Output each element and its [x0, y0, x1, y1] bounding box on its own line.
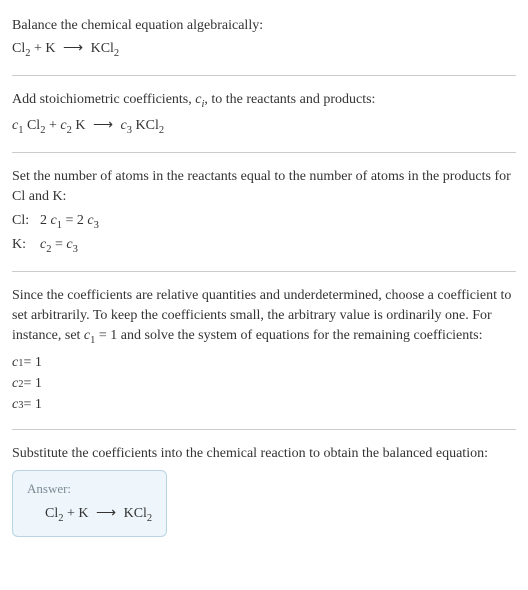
section-balance-intro: Balance the chemical equation algebraica… [12, 8, 516, 69]
cl2: Cl [12, 41, 25, 56]
cl-lcoef: 2 [40, 213, 47, 228]
r1-val: = 1 [23, 352, 41, 373]
coefficient-results: c1 = 1 c2 = 1 c3 = 1 [12, 352, 516, 415]
intro-text: Balance the chemical equation algebraica… [12, 16, 516, 36]
ans-cl2: Cl [45, 506, 58, 521]
stoich-intro-a: Add stoichiometric coefficients, [12, 92, 195, 107]
kcl: KCl [132, 118, 159, 133]
stoich-intro-b: , to the reactants and products: [204, 92, 375, 107]
result-c2: c2 = 1 [12, 373, 516, 394]
ans-arrow: ⟶ [96, 503, 116, 524]
divider [12, 429, 516, 430]
eq-row-cl: Cl: 2 c1 = 2 c3 [12, 210, 516, 234]
divider [12, 271, 516, 272]
ans-kcl2: KCl [120, 506, 147, 521]
cl-rcoef: 2 [77, 213, 84, 228]
ans-plus: + K [63, 506, 92, 521]
k: K [72, 118, 89, 133]
plus: + [45, 118, 60, 133]
k-label: K: [12, 234, 40, 255]
section-atom-balance: Set the number of atoms in the reactants… [12, 159, 516, 265]
solve-intro: Since the coefficients are relative quan… [12, 286, 516, 348]
kcl-sub: 2 [159, 124, 164, 135]
k-rsub: 3 [73, 244, 78, 255]
arrow2: ⟶ [93, 115, 113, 136]
unbalanced-equation: Cl2 + K ⟶ KCl2 [12, 38, 516, 62]
balanced-equation: Cl2 + K ⟶ KCl2 [27, 503, 152, 527]
cl-label: Cl: [12, 210, 40, 231]
k-eq: = [51, 237, 66, 252]
r3-val: = 1 [23, 394, 41, 415]
atom-intro: Set the number of atoms in the reactants… [12, 167, 516, 206]
section-stoichiometric: Add stoichiometric coefficients, ci, to … [12, 82, 516, 146]
stoich-intro: Add stoichiometric coefficients, ci, to … [12, 90, 516, 112]
divider [12, 152, 516, 153]
ans-kcl2-sub: 2 [147, 513, 152, 524]
r2-val: = 1 [23, 373, 41, 394]
kcl2: KCl [87, 41, 114, 56]
atom-equations: Cl: 2 c1 = 2 c3 K: c2 = c3 [12, 210, 516, 257]
answer-intro: Substitute the coefficients into the che… [12, 444, 516, 464]
cl-eq: = [62, 213, 77, 228]
plus-k: + K [30, 41, 59, 56]
result-c1: c1 = 1 [12, 352, 516, 373]
divider [12, 75, 516, 76]
kcl2-sub: 2 [114, 47, 119, 58]
section-solve: Since the coefficients are relative quan… [12, 278, 516, 423]
solve-intro-b: = 1 and solve the system of equations fo… [95, 328, 482, 343]
eq-row-k: K: c2 = c3 [12, 234, 516, 258]
section-answer: Substitute the coefficients into the che… [12, 436, 516, 545]
answer-label: Answer: [27, 481, 152, 497]
cl-rsub: 3 [94, 220, 99, 231]
arrow: ⟶ [63, 38, 83, 59]
result-c3: c3 = 1 [12, 394, 516, 415]
coefficient-equation: c1 Cl2 + c2 K ⟶ c3 KCl2 [12, 115, 516, 139]
cl: Cl [23, 118, 40, 133]
answer-box: Answer: Cl2 + K ⟶ KCl2 [12, 470, 167, 538]
